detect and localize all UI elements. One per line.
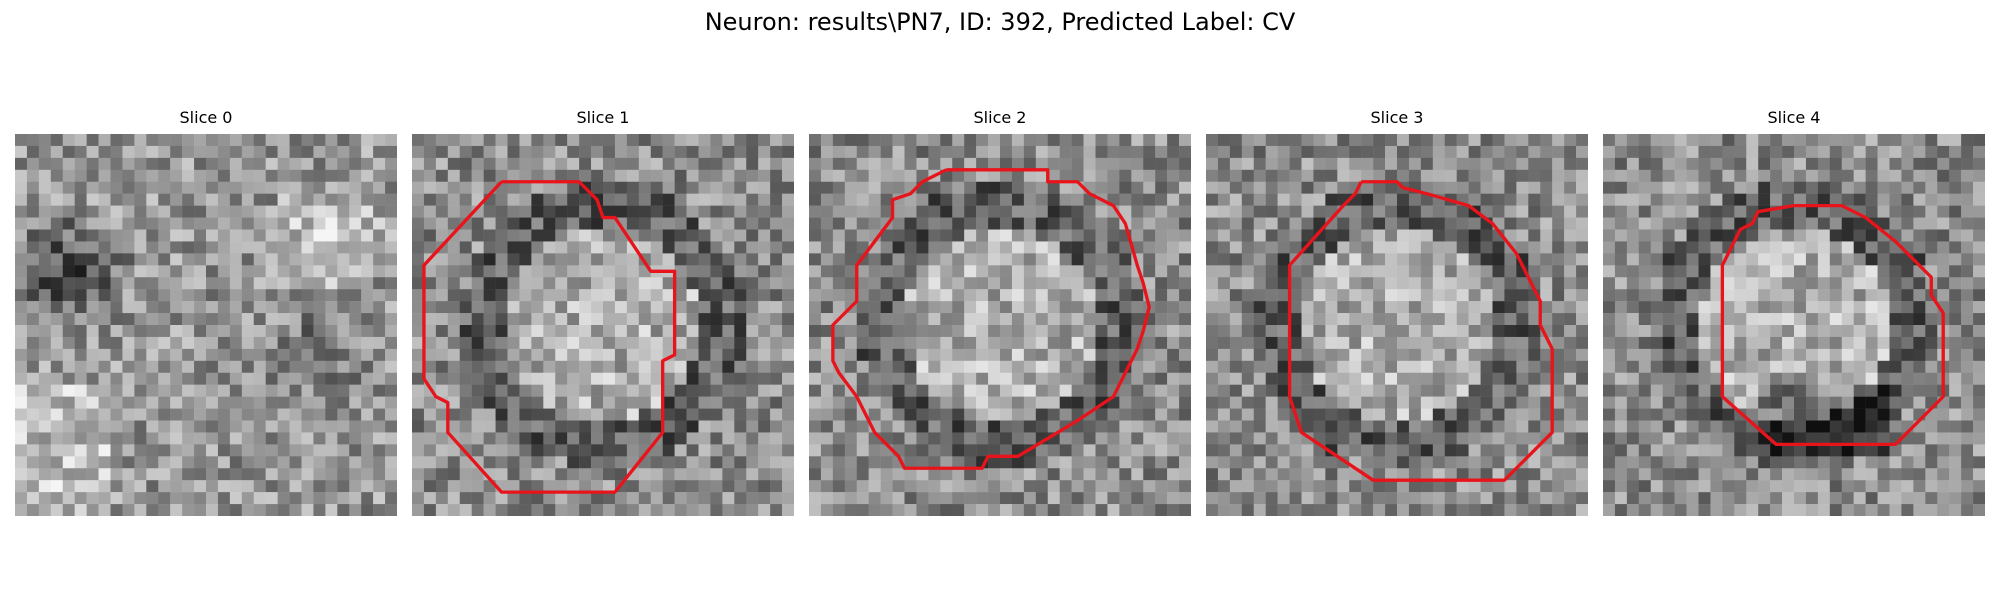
cell-contour xyxy=(422,180,677,494)
slice-title: Slice 2 xyxy=(973,108,1027,127)
slice-image xyxy=(1603,134,1985,516)
slice-panel-1: Slice 1 xyxy=(412,108,794,516)
slice-title: Slice 3 xyxy=(1370,108,1424,127)
slice-title: Slice 0 xyxy=(179,108,233,127)
cell-contour xyxy=(1720,203,1945,447)
cell-contour xyxy=(831,168,1151,470)
slice-title: Slice 1 xyxy=(576,108,630,127)
slice-panel-4: Slice 4 xyxy=(1603,108,1985,516)
slice-title: Slice 4 xyxy=(1767,108,1821,127)
cell-contour xyxy=(1287,180,1554,482)
slice-panel-2: Slice 2 xyxy=(809,108,1191,516)
slice-image xyxy=(809,134,1191,516)
slice-image xyxy=(412,134,794,516)
slice-panel-0: Slice 0 xyxy=(15,108,397,516)
slice-image xyxy=(15,134,397,516)
slice-panel-3: Slice 3 xyxy=(1206,108,1588,516)
slice-image xyxy=(1206,134,1588,516)
figure-title: Neuron: results\PN7, ID: 392, Predicted … xyxy=(704,8,1296,36)
